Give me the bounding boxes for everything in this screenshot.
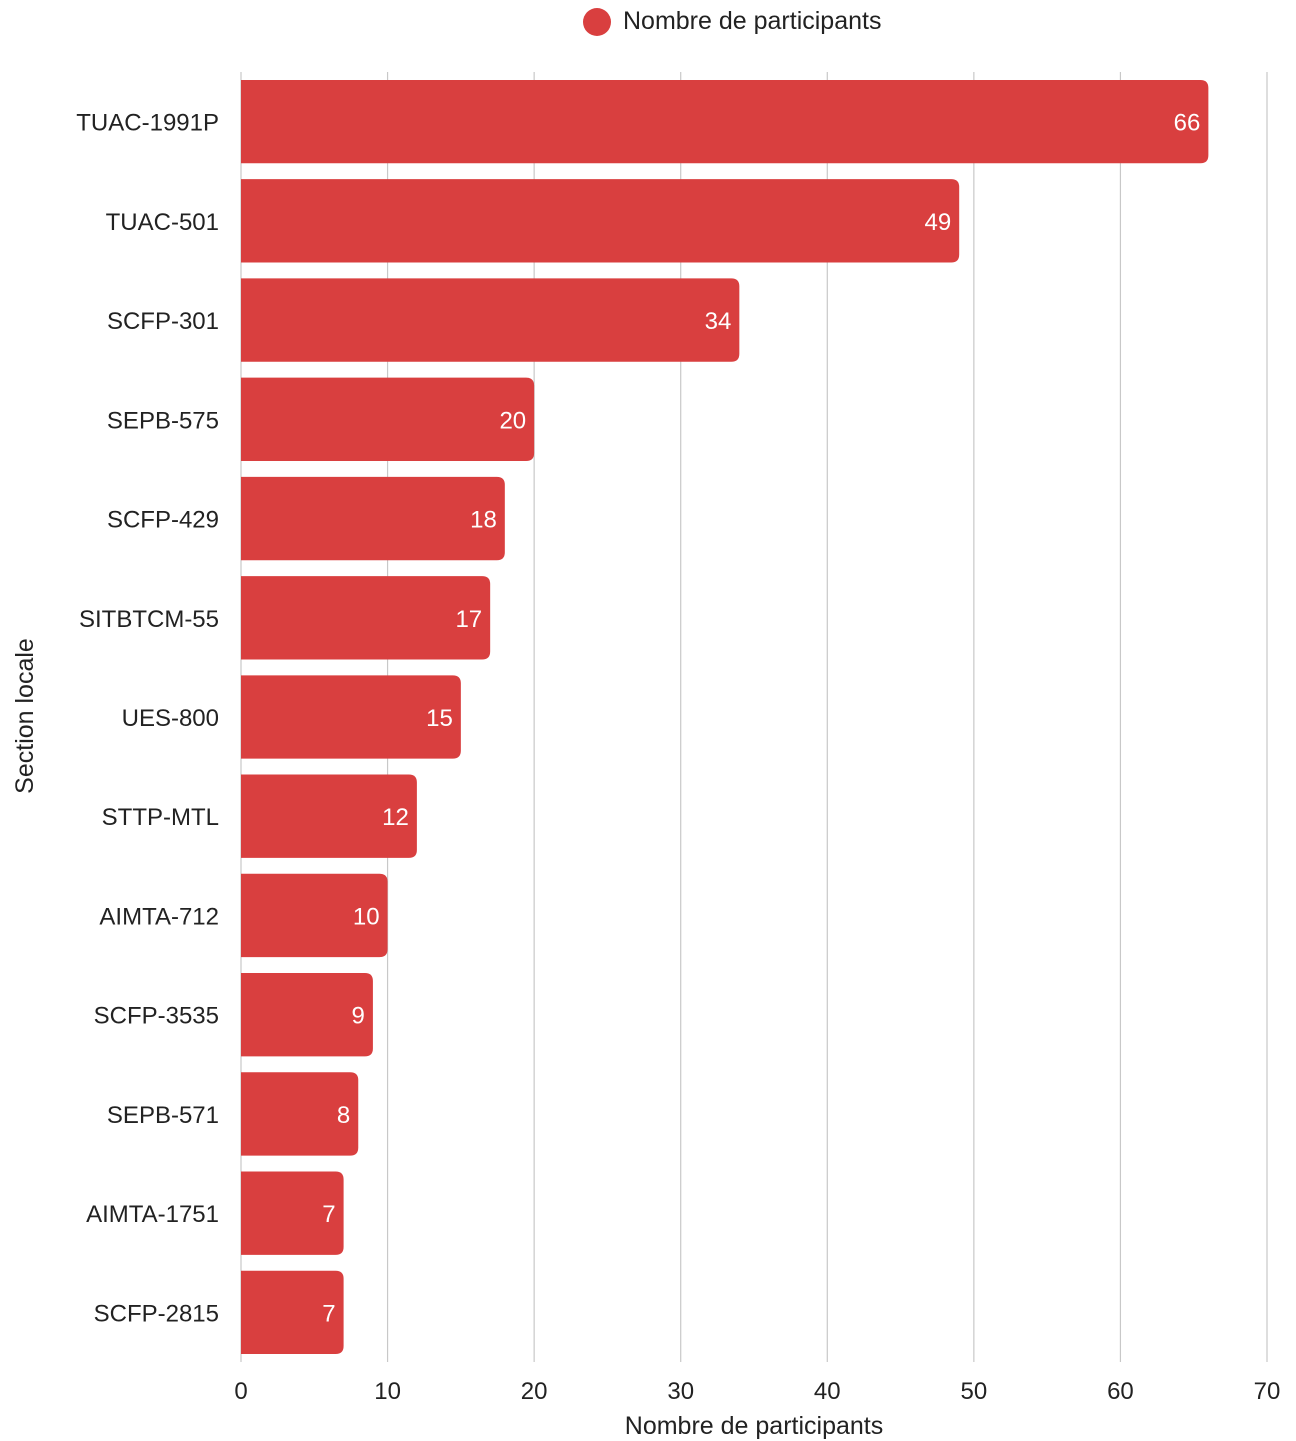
bar bbox=[241, 1072, 359, 1156]
x-tick-label: 0 bbox=[234, 1378, 247, 1405]
bar-value-label: 20 bbox=[499, 407, 526, 434]
category-label: STTP-MTL bbox=[102, 804, 219, 831]
bar-value-label: 7 bbox=[322, 1201, 335, 1228]
bar-value-label: 12 bbox=[382, 804, 409, 831]
bar-value-label: 18 bbox=[470, 507, 497, 534]
bar bbox=[241, 675, 461, 759]
data-labels: 66 49 34 20 18 17 15 12 10 9 8 7 7 bbox=[322, 110, 1200, 1328]
bar bbox=[241, 576, 491, 660]
bar bbox=[241, 873, 388, 958]
category-label: TUAC-501 bbox=[106, 209, 219, 236]
category-label: UES-800 bbox=[122, 705, 219, 732]
category-label: TUAC-1991P bbox=[76, 110, 219, 137]
category-label: AIMTA-712 bbox=[99, 903, 219, 930]
x-axis-ticks: 0 10 20 30 40 50 60 70 bbox=[234, 1378, 1280, 1405]
bar bbox=[241, 774, 417, 858]
x-tick-label: 50 bbox=[961, 1378, 988, 1405]
bar bbox=[241, 476, 505, 561]
x-tick-label: 70 bbox=[1254, 1378, 1281, 1405]
category-labels: TUAC-1991P TUAC-501 SCFP-301 SEPB-575 SCFP-4… bbox=[76, 110, 219, 1328]
x-tick-label: 40 bbox=[814, 1378, 841, 1405]
category-label: SEPB-571 bbox=[107, 1102, 219, 1129]
bar bbox=[241, 179, 960, 263]
x-axis-title: Nombre de participants bbox=[625, 1412, 883, 1440]
bar-value-label: 15 bbox=[426, 705, 453, 732]
bar bbox=[241, 1270, 344, 1355]
bar-value-label: 7 bbox=[322, 1300, 335, 1327]
x-tick-label: 10 bbox=[374, 1378, 401, 1405]
legend: Nombre de participants bbox=[583, 7, 881, 36]
x-tick-label: 30 bbox=[667, 1378, 694, 1405]
bar-value-label: 8 bbox=[337, 1102, 350, 1129]
bar bbox=[241, 973, 373, 1057]
bar bbox=[241, 79, 1209, 164]
category-label: SCFP-3535 bbox=[94, 1003, 219, 1030]
x-tick-label: 20 bbox=[521, 1378, 548, 1405]
bar-value-label: 10 bbox=[353, 903, 380, 930]
bar-value-label: 34 bbox=[705, 308, 732, 335]
bar bbox=[241, 278, 740, 362]
bar bbox=[241, 377, 535, 461]
category-label: SCFP-301 bbox=[107, 308, 219, 335]
category-label: SCFP-2815 bbox=[94, 1300, 219, 1327]
bar bbox=[241, 1171, 344, 1255]
y-axis-title: Section locale bbox=[11, 638, 39, 794]
category-label: SEPB-575 bbox=[107, 407, 219, 434]
bar-value-label: 17 bbox=[455, 606, 482, 633]
category-label: AIMTA-1751 bbox=[86, 1201, 219, 1228]
category-label: SCFP-429 bbox=[107, 507, 219, 534]
bar-value-label: 9 bbox=[352, 1003, 365, 1030]
legend-swatch bbox=[583, 8, 611, 36]
bars bbox=[241, 79, 1209, 1355]
x-tick-label: 60 bbox=[1107, 1378, 1134, 1405]
bar-value-label: 66 bbox=[1174, 110, 1201, 137]
category-label: SITBTCM-55 bbox=[79, 606, 219, 633]
legend-label: Nombre de participants bbox=[623, 7, 881, 35]
bar-value-label: 49 bbox=[924, 209, 951, 236]
